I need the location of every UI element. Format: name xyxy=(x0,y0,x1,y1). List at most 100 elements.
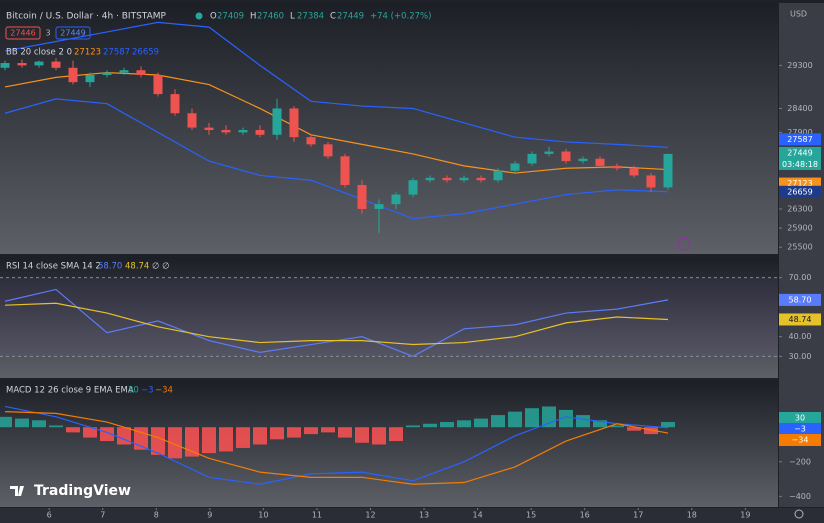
macd-legend-hist: 30 xyxy=(128,386,139,396)
candle-body xyxy=(510,163,520,171)
countdown: 03:48:18 xyxy=(782,160,818,169)
macd-legend-value: −3 xyxy=(141,386,154,396)
overlay-title: BB 20 close 2 0 xyxy=(6,48,72,58)
quote-label: C xyxy=(330,12,336,22)
x-tick-label: 8 xyxy=(154,511,159,520)
buy-box[interactable] xyxy=(55,26,91,40)
candle-body xyxy=(459,177,469,181)
macd-hist-pill: 30 xyxy=(795,414,805,423)
candle-body xyxy=(34,61,44,66)
x-tick-label: 16 xyxy=(580,511,590,520)
overlay-legend-value: 26659 xyxy=(132,48,159,58)
histogram-bar xyxy=(134,427,148,450)
histogram-bar xyxy=(32,420,46,428)
histogram-bar xyxy=(253,427,267,445)
candle-body xyxy=(255,130,265,135)
candle-body xyxy=(612,165,622,169)
y-tick-label: 26300 xyxy=(787,204,812,213)
indicator-line xyxy=(4,98,669,220)
histogram-bar xyxy=(236,427,250,448)
alert-icon[interactable] xyxy=(677,237,691,251)
histogram-bar xyxy=(321,427,335,433)
histogram-bar xyxy=(338,427,352,438)
indicator-line xyxy=(4,21,669,148)
indicator-line xyxy=(4,71,669,174)
overlay-legend-value: 27587 xyxy=(103,48,130,58)
histogram-bar xyxy=(457,420,471,428)
candle-body xyxy=(561,151,571,162)
upper-band-label: 27587 xyxy=(787,135,812,144)
x-tick-label: 9 xyxy=(207,511,212,520)
x-tick-label: 17 xyxy=(633,511,643,520)
y-tick-label: 29300 xyxy=(787,61,812,70)
histogram-bar xyxy=(0,416,12,428)
candle-body xyxy=(68,67,78,83)
x-tick-label: 18 xyxy=(687,511,697,520)
rsi-legend-extra: ∅ ∅ xyxy=(152,262,170,272)
histogram-bar xyxy=(304,427,318,435)
candle-body xyxy=(306,137,316,145)
histogram-bar xyxy=(644,427,658,435)
histogram-bar xyxy=(389,427,403,442)
candle-body xyxy=(374,204,384,209)
rsi-pill-bg xyxy=(779,313,821,326)
histogram-bar xyxy=(491,415,505,428)
indicator-line xyxy=(4,302,669,346)
y-tick-label: 27900 xyxy=(787,128,812,137)
macd-legend-value: −34 xyxy=(155,386,173,396)
histogram-bar xyxy=(610,425,624,428)
y-tick-label: 25900 xyxy=(787,224,812,233)
x-tick-label: 14 xyxy=(473,511,483,520)
histogram-bar xyxy=(151,427,165,455)
x-tick-label: 11 xyxy=(312,511,322,520)
histogram-bar xyxy=(15,418,29,428)
histogram-bar xyxy=(355,427,369,443)
rsi-legend-value: 58.70 xyxy=(98,262,122,272)
candle-body xyxy=(153,74,163,95)
histogram-bar xyxy=(287,427,301,438)
x-tick-label: 12 xyxy=(365,511,375,520)
candle-body xyxy=(289,108,299,138)
candle-body xyxy=(442,177,452,181)
last-price-label-bg xyxy=(779,146,821,159)
candle-body xyxy=(578,158,588,162)
macd-pill: −34 xyxy=(792,436,809,445)
histogram-bar xyxy=(525,408,539,428)
candle-body xyxy=(476,177,486,181)
quote-label: H xyxy=(250,12,256,22)
candle-body xyxy=(408,180,418,195)
y-tick-label: 25500 xyxy=(787,243,812,252)
candle-body xyxy=(425,177,435,181)
bid: 27446 xyxy=(10,29,35,38)
spread: 3 xyxy=(45,29,50,38)
x-tick-label: 10 xyxy=(258,511,268,520)
quote-label: L xyxy=(290,12,295,22)
ask: 27449 xyxy=(60,29,85,38)
currency[interactable]: USD xyxy=(790,10,807,19)
indicator-line xyxy=(4,411,669,485)
quote-value: 27384 xyxy=(297,12,324,22)
y-tick-label: 40.00 xyxy=(789,332,812,341)
time-axis xyxy=(0,508,824,523)
brand-logo xyxy=(10,486,24,496)
macd-pill-bg xyxy=(779,423,821,435)
quote-value: 27460 xyxy=(257,12,284,22)
histogram-bar xyxy=(185,427,199,457)
x-tick-label: 19 xyxy=(740,511,750,520)
market-status xyxy=(195,12,203,20)
settings-icon[interactable] xyxy=(794,509,804,519)
candle-body xyxy=(221,130,231,133)
candle-body xyxy=(629,168,639,176)
lower-band-label-bg xyxy=(779,185,821,198)
sell-box[interactable] xyxy=(5,26,41,40)
macd-pill: −3 xyxy=(794,425,806,434)
symbol-title: Bitcoin / U.S. Dollar · 4h · BITSTAMP xyxy=(6,12,167,22)
candle-body xyxy=(340,156,350,186)
rsi-pill: 58.70 xyxy=(789,295,812,304)
last-price-label: 27449 xyxy=(787,148,812,157)
y-tick-label: −400 xyxy=(789,492,811,501)
histogram-bar xyxy=(627,427,641,431)
rsi-band xyxy=(0,277,778,357)
histogram-bar xyxy=(593,420,607,428)
